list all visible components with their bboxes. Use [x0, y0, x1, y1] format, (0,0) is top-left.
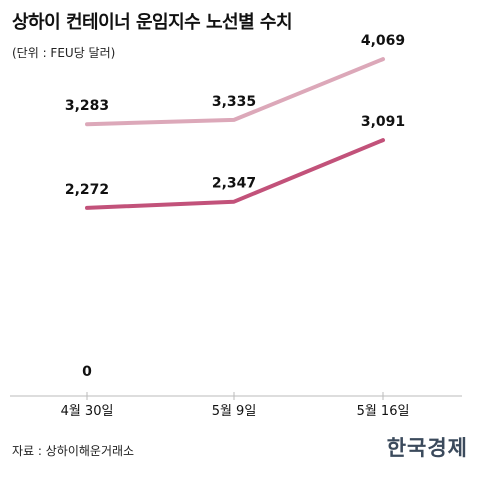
series-line — [85, 57, 385, 127]
source-note: 자료 : 상하이해운거래소 — [12, 444, 135, 458]
x-tick-label: 4월 30일 — [61, 404, 114, 419]
x-tick-label: 5월 16일 — [357, 404, 410, 419]
data-label: 4,069 — [361, 33, 405, 49]
x-tick-label: 5월 9일 — [212, 404, 257, 419]
unit-label: (단위 : FEU당 달러) — [12, 46, 116, 60]
chart-title: 상하이 컨테이너 운임지수 노선별 수치 — [12, 12, 293, 33]
data-label: 2,347 — [212, 176, 256, 192]
series-line — [85, 138, 385, 210]
data-label: 3,335 — [212, 94, 256, 110]
data-label: 3,091 — [361, 114, 405, 130]
brand-logo: 한국경제 — [386, 435, 468, 460]
data-label: 2,272 — [65, 182, 109, 198]
baseline-zero-label: 0 — [82, 364, 92, 380]
data-label: 3,283 — [65, 98, 109, 114]
